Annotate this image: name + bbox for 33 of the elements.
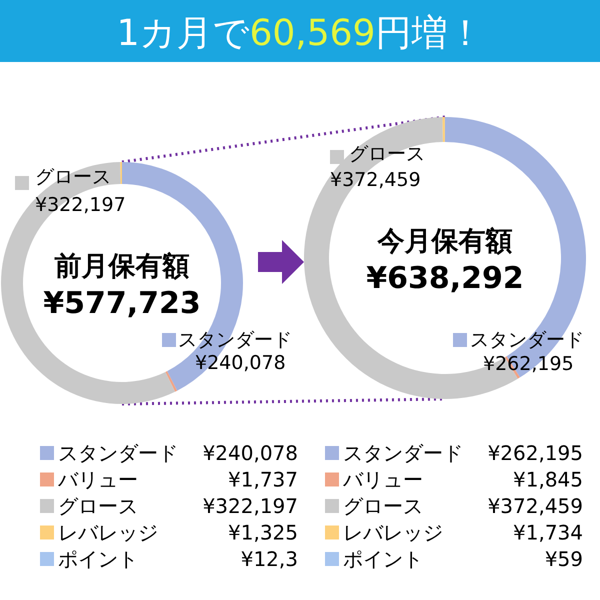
legend-label: スタンダード (178, 329, 292, 351)
data-label: ¥1,734 (513, 520, 583, 544)
legend-label: バリュー (342, 468, 423, 492)
legend-label: バリュー (57, 468, 138, 492)
data-label: ¥322,197 (35, 194, 126, 216)
legend-label: レバレッジ (343, 520, 443, 544)
data-label: ¥1,737 (228, 468, 298, 492)
data-label: ¥1,325 (228, 520, 298, 544)
legend-label: グロース (349, 143, 425, 165)
text: ¥240,078 (202, 441, 298, 465)
data-label: ¥372,459 (330, 169, 421, 191)
data-label: ¥240,078 (195, 352, 286, 374)
text: 前月保有額 (54, 251, 190, 282)
category-label: グロース (58, 494, 138, 518)
text: ¥262,195 (488, 441, 583, 465)
legend-label: スタンダード (470, 329, 584, 351)
legend-label: グロース (35, 166, 111, 188)
legend-label: ポイント (58, 547, 138, 571)
text: ¥577,723 (43, 286, 201, 321)
text: ¥12,3 (240, 547, 298, 571)
legend-label: ポイント (343, 547, 423, 571)
category-label: グロース (343, 494, 423, 518)
legend-label: レバレッジ (58, 520, 158, 544)
text: ¥372,459 (488, 494, 583, 518)
data-label: ¥59 (544, 547, 583, 571)
text: ¥322,197 (202, 494, 298, 518)
data-label: ¥262,195 (483, 353, 574, 375)
text: ¥638,292 (366, 261, 524, 296)
text: 今月保有額 (376, 226, 512, 257)
category-label: スタンダード (343, 441, 463, 465)
data-label: ¥1,845 (513, 468, 583, 492)
category-label: スタンダード (58, 441, 178, 465)
chart-title: 1カ月で60,569円増！ (116, 13, 484, 54)
